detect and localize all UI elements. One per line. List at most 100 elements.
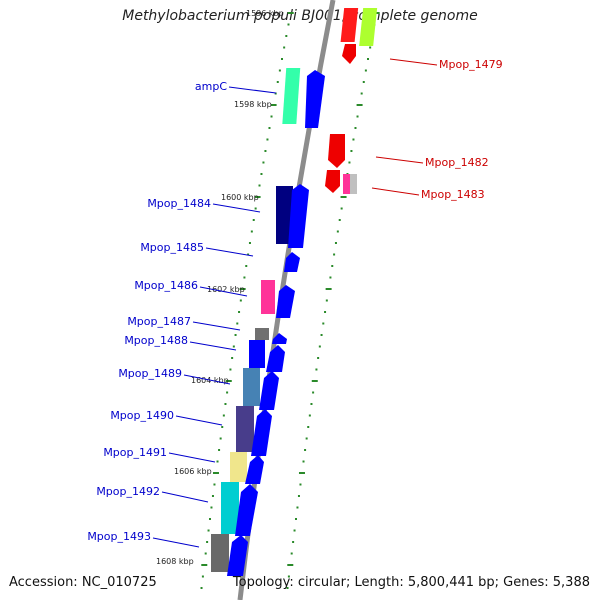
gene-block[interactable] — [261, 280, 275, 314]
inner-tick-mark — [250, 230, 253, 233]
outer-tick-mark — [325, 299, 328, 302]
gene-block[interactable] — [255, 328, 269, 340]
gene-block[interactable] — [276, 186, 293, 244]
outer-tick-mark — [292, 541, 295, 543]
outer-tick-mark — [298, 472, 305, 474]
outer-tick-mark — [308, 414, 311, 417]
inner-tick-mark — [239, 288, 246, 290]
outer-tick-mark — [304, 449, 307, 451]
gene-label-mpop-1485[interactable]: Mpop_1485 — [140, 241, 204, 254]
map-title: Methylobacterium populi BJ001, complete … — [122, 8, 478, 24]
inner-tick-mark — [212, 472, 219, 474]
gene-label-mpop-1484[interactable]: Mpop_1484 — [147, 197, 211, 210]
inner-tick-mark — [207, 529, 210, 532]
gene-label-mpop-1492[interactable]: Mpop_1492 — [96, 485, 160, 498]
inner-tick-mark — [222, 414, 225, 417]
gene-label-mpop-1488[interactable]: Mpop_1488 — [124, 334, 188, 347]
gene-block[interactable] — [282, 68, 301, 124]
gene-label-mpop-1486[interactable]: Mpop_1486 — [134, 279, 198, 292]
gene-label-mpop-1493[interactable]: Mpop_1493 — [87, 530, 151, 543]
inner-tick-track — [200, 12, 294, 589]
gene-block[interactable] — [236, 406, 254, 452]
gene-label-mpop-1479[interactable]: Mpop_1479 — [439, 58, 503, 71]
gene-block[interactable] — [343, 174, 350, 194]
outer-tick-mark — [315, 368, 318, 371]
gene-label-mpop-1483[interactable]: Mpop_1483 — [421, 188, 485, 201]
gene-arrow[interactable] — [288, 184, 309, 248]
gene-label-mpop-1487[interactable]: Mpop_1487 — [127, 315, 191, 328]
outer-tick-mark — [293, 529, 296, 532]
outer-tick-mark — [360, 92, 363, 95]
gene-block[interactable] — [249, 340, 265, 368]
outer-tick-mark — [364, 69, 367, 72]
inner-tick-mark — [204, 552, 207, 555]
inner-tick-mark — [254, 207, 257, 210]
gene-arrow[interactable] — [305, 70, 325, 128]
gene-arrow[interactable] — [266, 345, 285, 372]
inner-tick-mark — [278, 69, 281, 72]
outer-tick-mark — [287, 575, 290, 578]
gene-arrow[interactable] — [272, 333, 287, 344]
gene-block[interactable] — [211, 534, 229, 572]
outer-tick-mark — [318, 345, 321, 348]
outer-tick-mark — [312, 391, 315, 394]
inner-tick-mark — [229, 368, 232, 371]
inner-tick-mark — [236, 322, 239, 325]
gene-label-ampc[interactable]: ampC — [195, 80, 227, 93]
accession-text: Accession: NC_010725 — [9, 575, 157, 590]
inner-tick-mark — [270, 104, 277, 106]
gene-arrow[interactable] — [245, 455, 264, 484]
outer-tick-mark — [299, 483, 302, 486]
outer-tick-mark — [367, 58, 370, 60]
gene-arrow[interactable] — [328, 134, 345, 168]
outer-tick-mark — [336, 230, 339, 233]
outer-tick-mark — [294, 518, 297, 520]
gene-arrow[interactable] — [276, 285, 295, 318]
gene-arrow[interactable] — [259, 371, 279, 410]
inner-tick-mark — [224, 403, 227, 405]
gene-block[interactable] — [243, 368, 260, 406]
gene-block[interactable] — [230, 452, 247, 482]
inner-tick-mark — [287, 23, 290, 26]
inner-tick-mark — [218, 449, 221, 451]
outer-tick-mark — [310, 403, 313, 405]
gene-arrow[interactable] — [251, 409, 272, 456]
inner-tick-mark — [248, 242, 251, 244]
inner-tick-mark — [285, 35, 288, 37]
gene-arrow[interactable] — [325, 170, 340, 193]
kbp-tick-label: 1606 kbp — [174, 467, 212, 476]
inner-tick-mark — [270, 115, 273, 118]
gene-label-mpop-1489[interactable]: Mpop_1489 — [118, 367, 182, 380]
kbp-tick-label: 1602 kbp — [207, 285, 245, 294]
cog-block-track — [211, 68, 301, 572]
inner-tick-mark — [266, 138, 269, 141]
inner-tick-mark — [281, 58, 284, 60]
outer-tick-mark — [334, 242, 337, 244]
outer-tick-mark — [354, 127, 357, 129]
gene-block[interactable] — [221, 482, 239, 534]
outer-tick-mark — [338, 219, 341, 221]
gene-arrow[interactable] — [342, 44, 356, 64]
inner-tick-mark — [225, 380, 232, 382]
gene-arrow[interactable] — [235, 484, 258, 536]
gene-arrow[interactable] — [227, 535, 248, 576]
inner-tick-mark — [208, 518, 211, 520]
gene-label-mpop-1482[interactable]: Mpop_1482 — [425, 156, 489, 169]
reverse-label-leaders — [371, 58, 438, 196]
outer-tick-mark — [320, 334, 323, 336]
gene-arrow[interactable] — [284, 252, 300, 272]
inner-tick-mark — [247, 253, 250, 256]
gene-block[interactable] — [359, 8, 378, 46]
gene-block[interactable] — [350, 174, 357, 194]
gene-label-mpop-1490[interactable]: Mpop_1490 — [110, 409, 174, 422]
inner-tick-mark — [254, 196, 261, 198]
kbp-tick-label: 1598 kbp — [234, 100, 272, 109]
gene-label-mpop-1491[interactable]: Mpop_1491 — [103, 446, 167, 459]
outer-tick-mark — [296, 506, 299, 509]
outer-tick-track — [286, 12, 380, 589]
outer-tick-mark — [324, 311, 327, 313]
gene-block[interactable] — [340, 8, 359, 42]
topology-text: Topology: circular; Length: 5,800,441 bp… — [232, 575, 590, 590]
outer-tick-mark — [311, 380, 318, 382]
